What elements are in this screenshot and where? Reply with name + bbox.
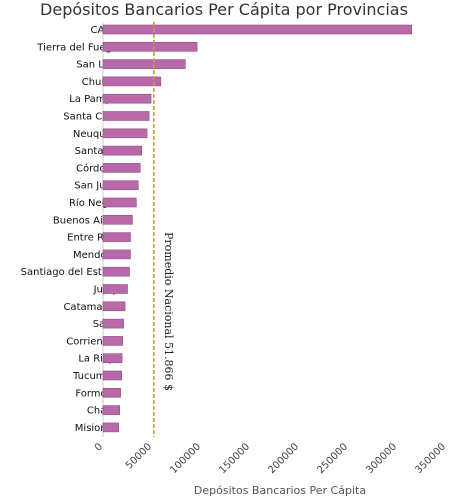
bar[interactable] — [102, 336, 123, 346]
x-tick-label: 150000 — [217, 441, 252, 476]
bar[interactable] — [102, 284, 128, 294]
bar[interactable] — [102, 249, 131, 260]
category-label: San Juan — [74, 181, 118, 192]
bar[interactable] — [102, 215, 133, 225]
category-label: Formosa — [75, 388, 118, 399]
bar[interactable] — [102, 163, 141, 173]
bar[interactable] — [102, 76, 162, 87]
x-tick-label: 50000 — [124, 441, 154, 471]
bars — [102, 24, 413, 433]
category-label: Chubut — [82, 77, 118, 88]
bar[interactable] — [102, 41, 198, 52]
x-tick-label: 250000 — [315, 441, 350, 476]
bar[interactable] — [102, 232, 131, 242]
x-tick-labels: 0 50000 100000 150000 200000 250000 300000 3500… — [93, 441, 448, 476]
category-label: Santa Fe — [75, 146, 118, 157]
bar[interactable] — [102, 301, 126, 312]
x-tick-label: 300000 — [364, 441, 399, 476]
category-label: La Pampa — [69, 94, 118, 105]
bar[interactable] — [102, 59, 186, 69]
bar[interactable] — [102, 266, 130, 277]
reference-line-group: Promedio Nacional 51.866 $ — [153, 22, 175, 437]
category-label: La Rioja — [78, 354, 118, 365]
category-label: Chaco — [87, 406, 118, 417]
bar[interactable] — [102, 197, 137, 208]
x-axis-label: Depósitos Bancarios Per Cápita — [194, 484, 366, 497]
x-tick-label: 350000 — [413, 441, 448, 476]
x-tick-label: 100000 — [168, 441, 203, 476]
category-label: Mendoza — [73, 250, 118, 261]
category-label: Catamarca — [63, 302, 118, 313]
category-label: Entre Rios — [67, 233, 118, 244]
category-label: Santa Cruz — [63, 112, 118, 123]
bar[interactable] — [102, 370, 122, 381]
category-label: Buenos Aires — [53, 215, 118, 226]
x-tick-label: 0 — [93, 441, 105, 453]
bar[interactable] — [102, 24, 413, 35]
bar[interactable] — [102, 145, 143, 156]
chart-title: Depósitos Bancarios Per Cápita por Provi… — [40, 0, 408, 19]
bar[interactable] — [102, 180, 139, 190]
bar[interactable] — [102, 405, 120, 415]
bar[interactable] — [102, 318, 124, 329]
category-label: San Luis — [76, 60, 118, 71]
category-label: Misiones — [75, 423, 118, 434]
reference-line-label: Promedio Nacional 51.866 $ — [162, 232, 175, 391]
category-label: Tierra del Fuego — [36, 42, 118, 53]
bar[interactable] — [102, 353, 123, 364]
bar[interactable] — [102, 128, 148, 139]
bar[interactable] — [102, 422, 119, 433]
x-tick-label: 200000 — [266, 441, 301, 476]
bar[interactable] — [102, 387, 121, 398]
category-label: Corrientes — [66, 336, 118, 347]
bar[interactable] — [102, 111, 150, 121]
category-label: Santiago del Estero — [21, 267, 118, 278]
bar[interactable] — [102, 93, 152, 104]
